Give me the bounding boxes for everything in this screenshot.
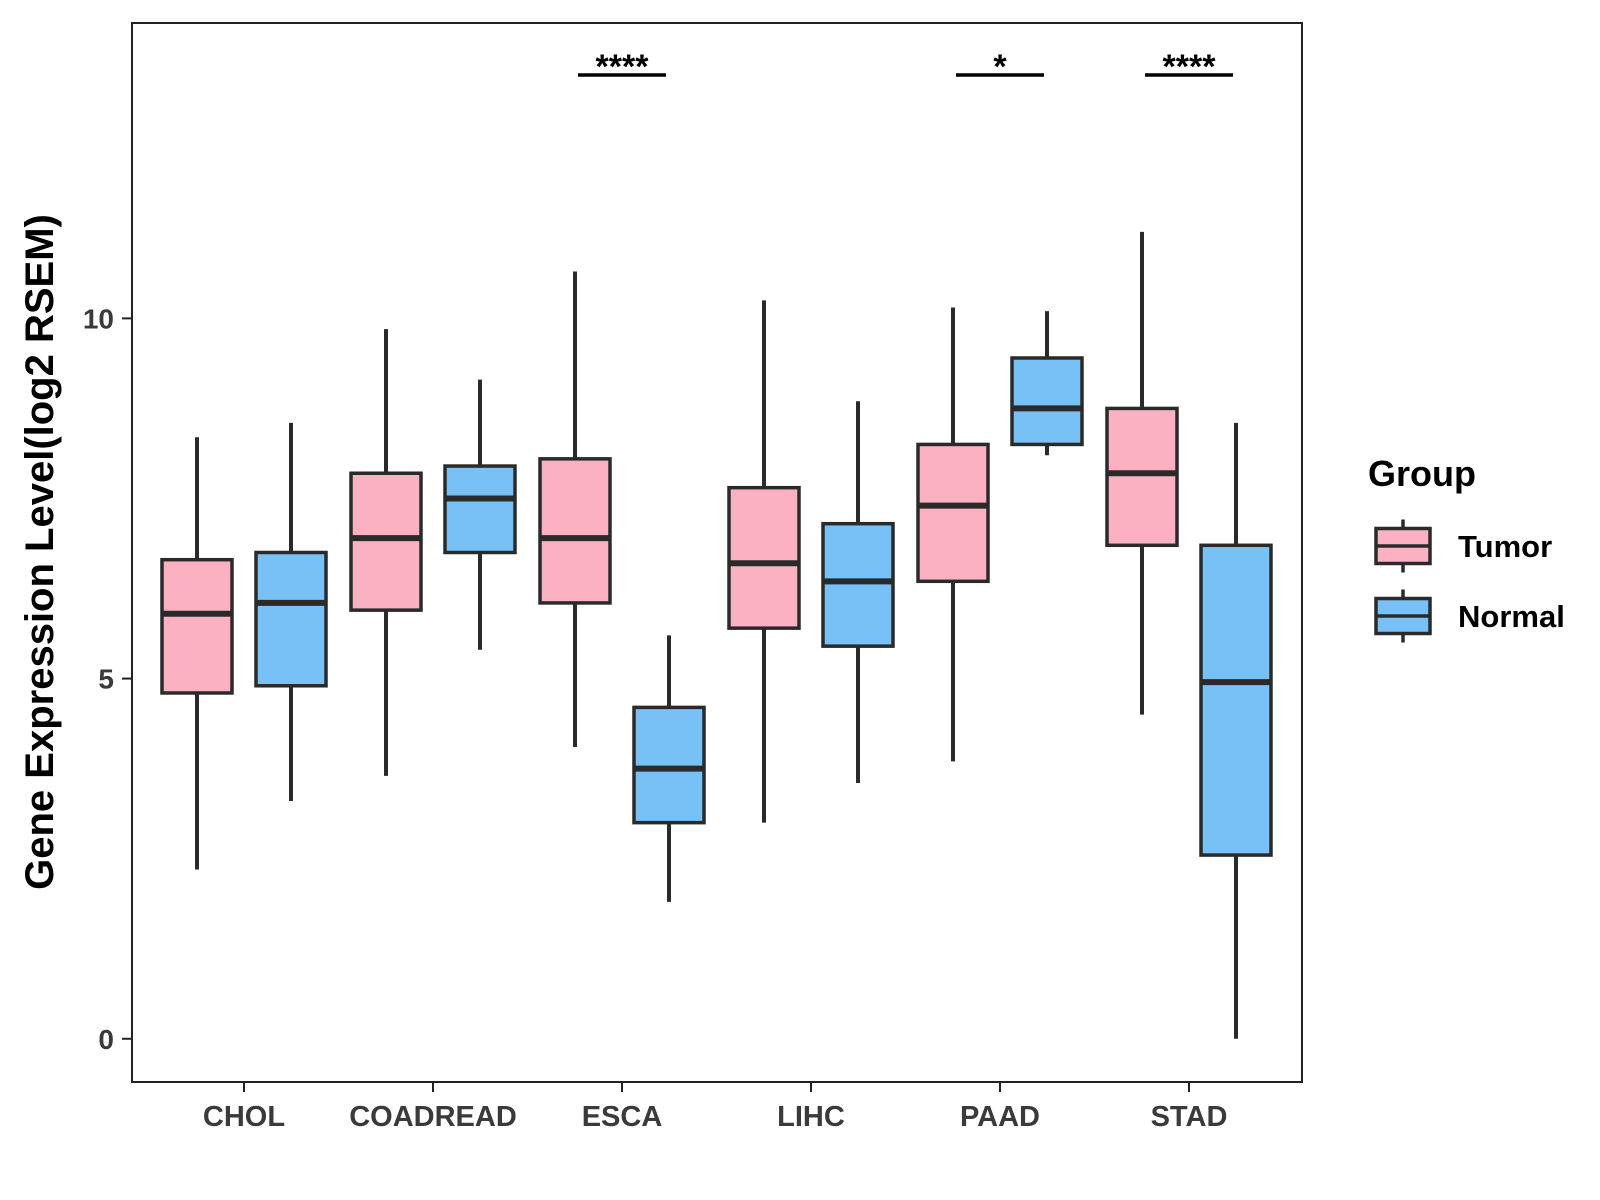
box-tumor-esca — [538, 271, 612, 748]
box-normal-chol — [254, 422, 328, 802]
box-body — [1010, 356, 1084, 447]
box-tumor-stad — [1105, 231, 1179, 715]
box-body — [538, 457, 612, 605]
box-normal-stad — [1199, 422, 1273, 1039]
significance-paad: * — [956, 48, 1044, 86]
significance-label: **** — [1163, 48, 1217, 86]
legend-label: Tumor — [1458, 529, 1552, 564]
box-body — [160, 557, 234, 695]
x-tick-label: STAD — [1151, 1101, 1228, 1133]
box-body — [1199, 543, 1273, 857]
box-normal-esca — [632, 635, 706, 902]
legend: Group Tumor Normal — [1368, 453, 1565, 643]
y-tick-label: 0 — [98, 1024, 114, 1055]
significance-esca: **** — [578, 48, 666, 86]
box-body — [443, 464, 517, 555]
legend-label: Normal — [1458, 599, 1565, 634]
box-body — [632, 705, 706, 825]
box-normal-lihc — [821, 401, 895, 784]
significance-stad: **** — [1145, 48, 1233, 86]
box-body — [821, 521, 895, 648]
box-body — [727, 485, 801, 630]
box-body — [1105, 406, 1179, 548]
legend-item-normal: Normal — [1374, 589, 1565, 643]
box-normal-paad — [1010, 311, 1084, 456]
box-body — [916, 442, 990, 584]
box-normal-coadread — [443, 379, 517, 650]
plot-panel-border — [131, 22, 1303, 1083]
legend-item-tumor: Tumor — [1374, 519, 1552, 573]
axes: 0 5 10 CHOL COADREAD ESCA LIHC PAAD STAD — [83, 303, 1228, 1133]
box-tumor-paad — [916, 307, 990, 762]
box-tumor-chol — [160, 437, 234, 870]
y-tick-label: 5 — [98, 664, 114, 695]
x-tick-label: COADREAD — [349, 1101, 517, 1133]
y-tick-label: 10 — [83, 303, 114, 334]
x-tick-label: PAAD — [960, 1101, 1040, 1133]
y-axis-title: Gene Expression Level(log2 RSEM) — [18, 214, 62, 890]
box-tumor-coadread — [349, 329, 423, 776]
x-tick-label: CHOL — [203, 1101, 285, 1133]
significance-label: **** — [596, 48, 650, 86]
box-body — [254, 550, 328, 688]
box-body — [349, 471, 423, 612]
x-tick-label: ESCA — [582, 1101, 663, 1133]
legend-title: Group — [1368, 453, 1476, 494]
x-tick-label: LIHC — [777, 1101, 845, 1133]
plot-marks: **** * **** — [160, 48, 1273, 1039]
significance-label: * — [993, 48, 1007, 86]
box-tumor-lihc — [727, 300, 801, 823]
